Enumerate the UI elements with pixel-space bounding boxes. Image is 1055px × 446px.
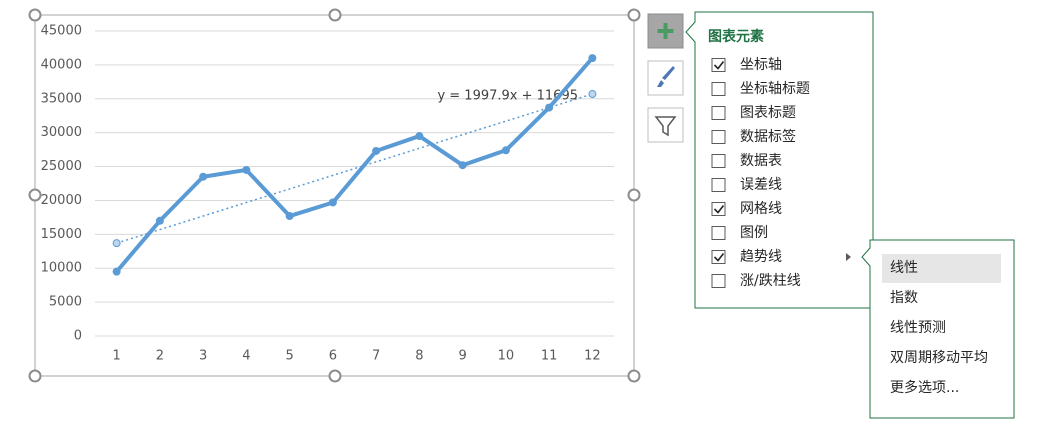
x-tick-label: 6 <box>329 349 337 364</box>
elements-panel <box>685 11 874 309</box>
x-tick-label: 12 <box>584 349 601 364</box>
data-point <box>155 216 164 225</box>
selected-item <box>882 254 1001 283</box>
brush-icon <box>657 66 675 87</box>
data-point <box>415 132 424 141</box>
data-point <box>501 146 510 155</box>
trendline-equation: y = 1997.9x + 11695 <box>437 89 578 104</box>
resize-handle[interactable] <box>627 188 641 202</box>
data-point <box>588 54 597 63</box>
x-tick-label: 11 <box>541 349 558 364</box>
y-tick-label: 35000 <box>41 91 82 106</box>
submenu-item[interactable]: 双周期移动平均 <box>890 350 988 366</box>
resize-handle[interactable] <box>627 8 641 22</box>
submenu-item[interactable]: 线性 <box>890 260 918 276</box>
y-tick-label: 0 <box>74 329 82 344</box>
submenu-item[interactable]: 更多选项... <box>890 379 959 396</box>
resize-handle[interactable] <box>328 369 342 383</box>
checkbox[interactable] <box>711 130 726 144</box>
element-label[interactable]: 坐标轴 <box>740 57 782 73</box>
checkbox[interactable] <box>711 202 726 216</box>
data-point <box>458 161 467 170</box>
x-tick-label: 5 <box>285 349 293 364</box>
checkbox[interactable] <box>711 154 726 168</box>
resize-handle[interactable] <box>28 188 42 202</box>
chart-frame <box>34 14 635 377</box>
data-point <box>545 103 554 112</box>
checkbox[interactable] <box>711 274 726 288</box>
resize-handle[interactable] <box>28 8 42 22</box>
y-tick-label: 5000 <box>49 295 82 310</box>
trendline-point <box>112 239 121 248</box>
y-tick-label: 40000 <box>41 57 82 72</box>
element-label[interactable]: 坐标轴标题 <box>740 81 810 97</box>
y-tick-label: 25000 <box>41 159 82 174</box>
x-tick-label: 7 <box>372 349 380 364</box>
x-tick-label: 1 <box>112 349 120 364</box>
checkmark <box>713 61 725 70</box>
x-tick-label: 2 <box>156 349 164 364</box>
submenu-item[interactable]: 指数 <box>890 290 918 306</box>
element-label[interactable]: 数据标签 <box>740 128 796 145</box>
element-label[interactable]: 涨/跌柱线 <box>740 273 801 289</box>
data-point <box>285 212 294 221</box>
add-element-button[interactable] <box>647 13 684 49</box>
checkmark <box>713 205 725 214</box>
checkbox[interactable] <box>711 82 726 96</box>
filter-icon <box>654 116 677 137</box>
checkbox[interactable] <box>711 58 726 72</box>
data-point <box>372 146 381 155</box>
checkbox[interactable] <box>711 226 726 240</box>
checkmark <box>713 253 725 262</box>
resize-handle[interactable] <box>328 8 342 22</box>
x-tick-label: 8 <box>415 349 423 364</box>
checkbox[interactable] <box>711 106 726 120</box>
element-label[interactable]: 误差线 <box>740 177 782 193</box>
data-line <box>115 56 594 273</box>
x-tick-label: 10 <box>498 349 515 364</box>
trendline-point <box>588 90 597 99</box>
y-tick-label: 30000 <box>41 125 82 140</box>
data-point <box>328 198 337 207</box>
element-label[interactable]: 图例 <box>740 225 768 241</box>
element-label[interactable]: 图表标题 <box>740 105 796 121</box>
y-tick-label: 15000 <box>41 227 82 242</box>
data-point <box>199 172 208 181</box>
x-tick-label: 3 <box>199 349 207 364</box>
x-tick-label: 9 <box>458 349 466 364</box>
checkbox[interactable] <box>711 178 726 192</box>
submenu-item[interactable]: 线性预测 <box>890 320 946 336</box>
resize-handle[interactable] <box>627 369 641 383</box>
x-tick-label: 4 <box>242 349 250 364</box>
y-tick-label: 20000 <box>41 193 82 208</box>
submenu-arrow <box>846 253 851 261</box>
checkbox[interactable] <box>711 250 726 264</box>
element-label[interactable]: 网格线 <box>740 201 782 217</box>
plus-icon <box>657 23 674 39</box>
element-label[interactable]: 数据表 <box>740 153 782 169</box>
panel-title: 图表元素 <box>708 28 764 45</box>
trendline <box>116 93 593 244</box>
trendline-submenu <box>861 239 1015 419</box>
data-point <box>242 165 251 174</box>
y-tick-label: 10000 <box>41 261 82 276</box>
data-point <box>112 267 121 276</box>
element-label[interactable]: 趋势线 <box>740 249 782 265</box>
resize-handle[interactable] <box>28 369 42 383</box>
y-tick-label: 45000 <box>41 24 82 39</box>
